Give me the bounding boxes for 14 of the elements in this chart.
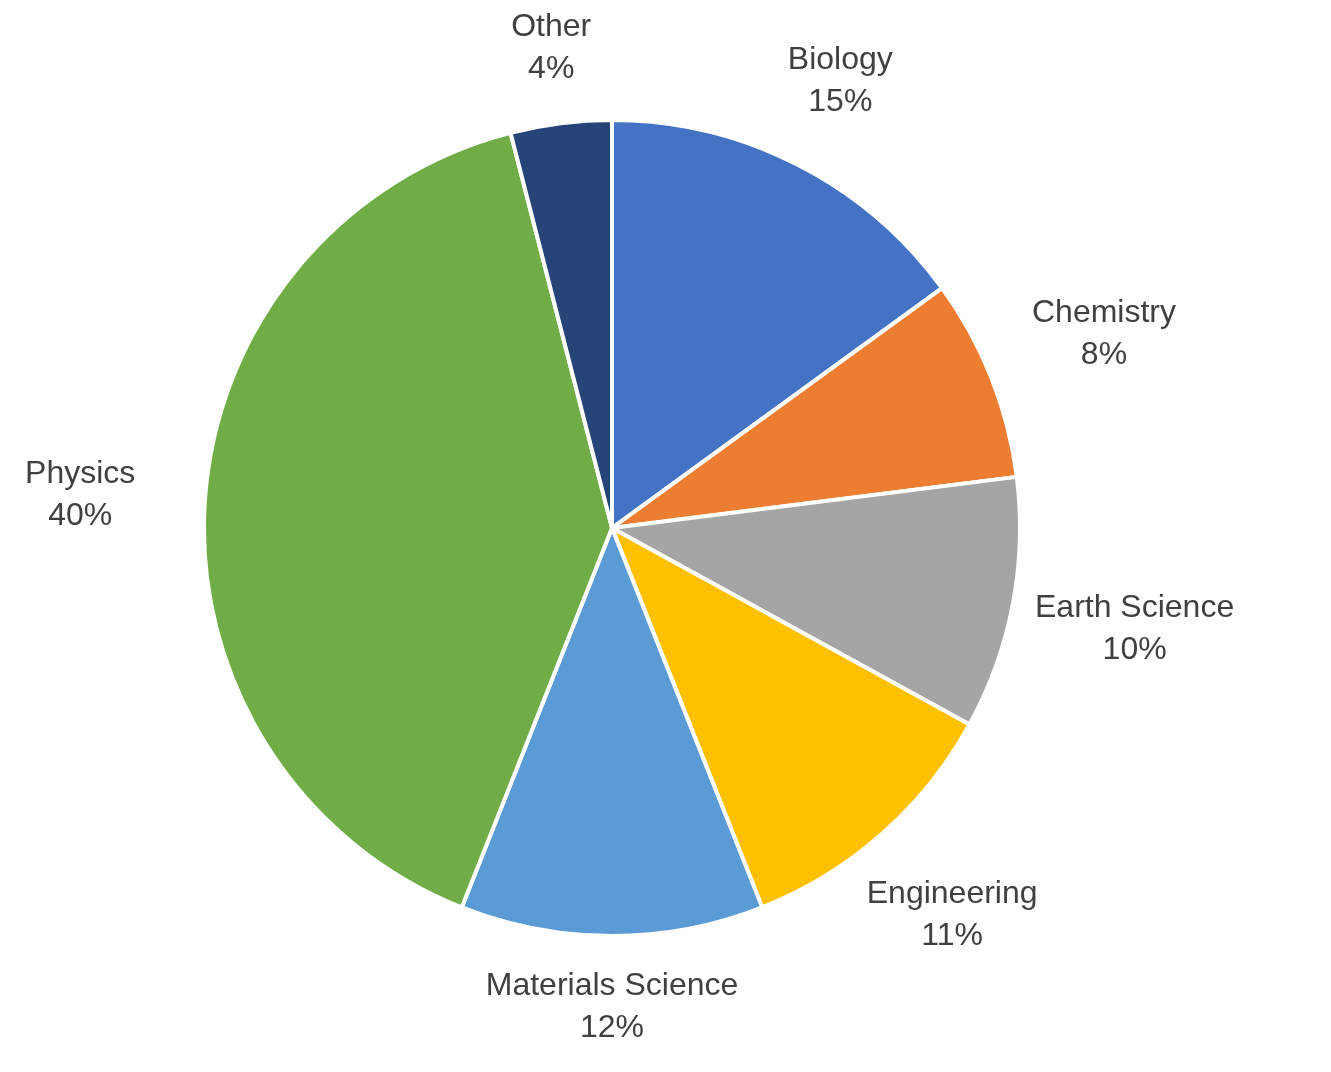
- slice-label: Engineering: [866, 873, 1038, 910]
- slice-label: Biology: [787, 39, 893, 76]
- slice-label: Physics: [25, 454, 136, 491]
- data-label: 40%: [48, 496, 113, 533]
- data-label: 11%: [921, 915, 983, 952]
- data-label: 10%: [1102, 629, 1167, 666]
- data-label: 12%: [579, 1007, 645, 1044]
- slice-label: Materials Science: [485, 965, 739, 1002]
- data-label: 15%: [808, 81, 873, 118]
- slice-label: Other: [511, 6, 592, 43]
- data-label: 4%: [528, 48, 575, 85]
- slice-label: Chemistry: [1031, 293, 1176, 330]
- slice-label: Earth Science: [1034, 587, 1235, 624]
- data-label: 8%: [1080, 335, 1128, 372]
